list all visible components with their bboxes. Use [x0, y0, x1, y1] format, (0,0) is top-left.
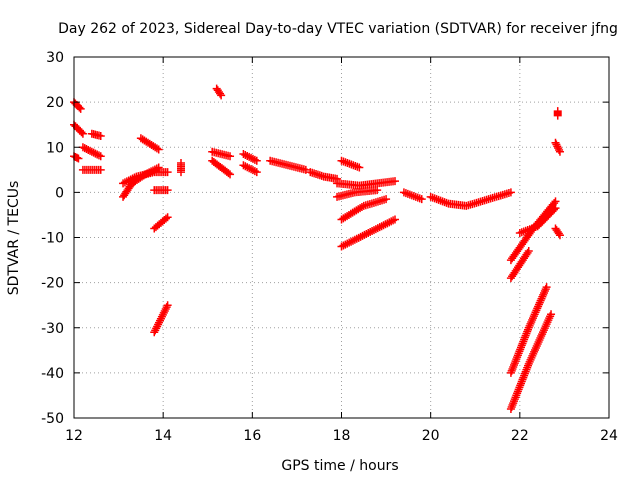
series-track-08: [119, 168, 172, 188]
series-track-32: [506, 310, 556, 413]
plus-marker-points: [119, 168, 172, 188]
series-track-25: [337, 215, 399, 251]
plus-marker-points: [333, 177, 399, 190]
series-track-35: [551, 224, 564, 240]
plus-marker-points: [208, 147, 235, 161]
series-track-01: [70, 98, 85, 113]
plus-marker-points: [78, 143, 105, 161]
plus-marker-points: [177, 159, 185, 177]
plus-marker-points: [337, 156, 364, 172]
x-tick-label: 18: [333, 428, 351, 444]
series-track-03: [70, 152, 83, 163]
series-track-20: [306, 168, 342, 183]
y-tick-label: -30: [41, 321, 64, 337]
y-tick-label: 30: [46, 50, 64, 66]
series-track-18: [239, 161, 261, 177]
series-track-06: [87, 129, 105, 140]
series-track-15: [208, 156, 235, 179]
plus-marker-points: [506, 310, 556, 413]
y-tick-label: 10: [46, 140, 64, 156]
y-tick-label: 0: [55, 185, 64, 201]
series-track-05: [78, 165, 105, 174]
plus-marker-points: [87, 129, 105, 140]
series-track-19: [266, 156, 310, 174]
series-track-24: [337, 195, 391, 224]
y-axis-label: SDTVAR / TECUs: [6, 181, 22, 296]
series-track-12: [150, 301, 172, 337]
series-track-31: [506, 283, 551, 377]
series-track-21: [337, 156, 364, 172]
plus-marker-points: [150, 213, 172, 233]
plus-marker-points: [551, 138, 564, 156]
x-tick-label: 22: [511, 428, 529, 444]
plus-marker-points: [399, 188, 426, 204]
series-track-23: [333, 186, 382, 201]
plus-marker-points: [70, 120, 87, 138]
series-track-30: [515, 204, 560, 237]
data-marks: [70, 84, 564, 413]
plus-marker-points: [136, 134, 163, 154]
series-track-09: [136, 134, 163, 154]
x-tick-label: 20: [422, 428, 440, 444]
grid: [74, 57, 609, 418]
series-track-13: [177, 159, 185, 177]
y-tick-label: -10: [41, 231, 64, 247]
plus-marker-points: [337, 215, 399, 251]
plus-marker-points: [337, 195, 391, 224]
x-axis-label: GPS time / hours: [281, 458, 398, 474]
series-track-26: [399, 188, 426, 204]
plus-marker-points: [553, 107, 562, 120]
axis-ticks: 12 14 16 18 20 22 24 -50 -40 -30 -20 -10 0 10 20 30: [41, 50, 618, 444]
series-track-11: [150, 213, 172, 233]
chart-title: Day 262 of 2023, Sidereal Day-to-day VTE…: [58, 21, 618, 37]
plus-marker-points: [266, 156, 310, 174]
plus-marker-points: [70, 98, 85, 113]
series-track-02: [70, 120, 87, 138]
x-tick-label: 16: [243, 428, 261, 444]
series-track-14: [208, 147, 235, 161]
plus-marker-points: [150, 301, 172, 337]
series-track-04: [78, 143, 105, 161]
x-tick-label: 24: [600, 428, 618, 444]
series-track-28: [506, 247, 533, 283]
plus-marker-points: [78, 165, 105, 174]
y-tick-label: 20: [46, 95, 64, 111]
plus-marker-points: [551, 224, 564, 240]
series-track-16: [212, 84, 226, 100]
series-track-17: [239, 150, 261, 165]
y-tick-label: -20: [41, 276, 64, 292]
plus-marker-points: [333, 186, 382, 201]
series-track-27: [426, 188, 515, 210]
y-tick-label: -40: [41, 366, 64, 382]
plus-marker-points: [306, 168, 342, 183]
series-track-22: [333, 177, 399, 190]
plus-marker-points: [208, 156, 235, 179]
plus-marker-points: [212, 84, 226, 100]
plus-marker-points: [150, 186, 172, 195]
x-tick-label: 14: [154, 428, 172, 444]
series-track-10: [150, 186, 172, 195]
plus-marker-points: [515, 204, 560, 237]
plus-marker-points: [70, 152, 83, 163]
plus-marker-points: [426, 188, 515, 210]
series-track-33: [553, 107, 562, 120]
y-tick-label: -50: [41, 411, 64, 427]
plus-marker-points: [506, 283, 551, 377]
plus-marker-points: [506, 247, 533, 283]
plus-marker-points: [239, 150, 261, 165]
plus-marker-points: [239, 161, 261, 177]
series-track-34: [551, 138, 564, 156]
x-tick-label: 12: [65, 428, 83, 444]
